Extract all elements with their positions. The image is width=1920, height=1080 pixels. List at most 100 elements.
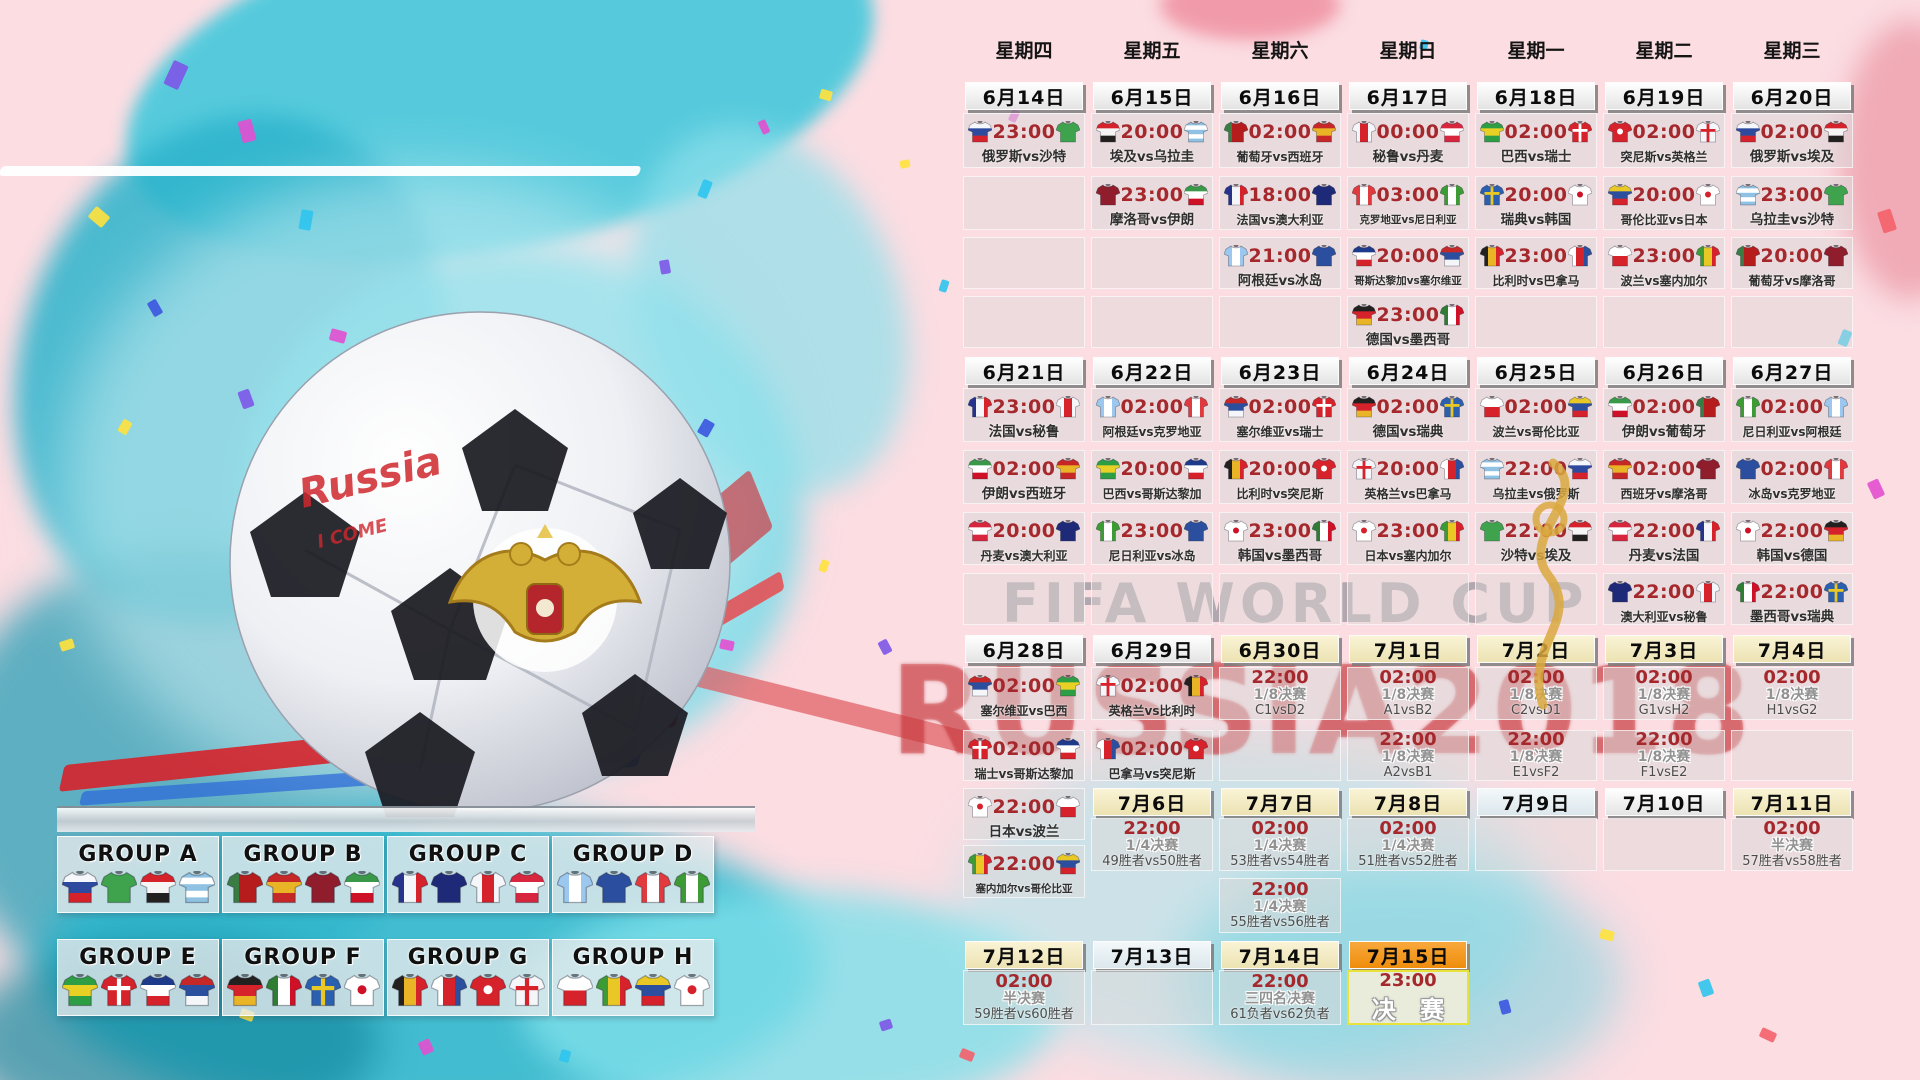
knockout-pairing: F1vsE2 [1640,765,1688,780]
match-top-row: 22:00 [964,846,1084,879]
knockout-pairing: A2vsB1 [1383,765,1433,780]
group-kits [388,867,548,912]
match-time: 22:00 [1760,520,1824,542]
group-box: GROUP B [222,836,384,913]
team-jersey-icon [1439,245,1464,267]
empty-cell [1091,296,1213,348]
match-time: 20:00 [1376,245,1440,267]
match-time: 23:00 [1120,520,1184,542]
date-header: 6月16日 [1221,82,1339,110]
match-time: 20:00 [1120,458,1184,480]
team-jersey-icon [1823,520,1848,542]
date-header: 7月8日 [1349,788,1467,816]
team-jersey-icon [1736,396,1760,418]
team-jersey-icon [1608,121,1632,143]
match-name: 墨西哥vs瑞典 [1749,609,1835,625]
match-name: 德国vs瑞典 [1372,424,1444,440]
match-top-row: 20:00 [1220,451,1340,484]
knockout-round: 1/8决赛 [1381,749,1435,765]
match-cell: 22:00 澳大利亚vs秘鲁 [1603,573,1725,625]
team-jersey-icon [595,871,632,904]
knockout-round: 1/8决赛 [1509,749,1563,765]
match-name: 冰岛vs克罗地亚 [1748,487,1836,501]
match-time: 23:00 [1376,520,1440,542]
team-jersey-icon [1608,396,1632,418]
date-header: 7月4日 [1733,635,1851,663]
team-jersey-icon [1480,245,1504,267]
team-jersey-icon [343,871,380,904]
team-jersey-icon [1183,396,1208,418]
match-name: 伊朗vs西班牙 [981,486,1067,502]
group-kits [58,970,218,1015]
team-jersey-icon [469,974,506,1007]
team-jersey-icon [1096,396,1120,418]
team-jersey-icon [1439,121,1464,143]
match-time: 23:00 [1379,969,1437,991]
empty-cell [1475,573,1597,625]
match-time: 22:00 [1251,667,1309,688]
date-header: 6月18日 [1477,82,1595,110]
date-header: 6月20日 [1733,82,1851,110]
knockout-cell: 22:00 1/8决赛 F1vsE2 [1603,730,1725,781]
match-time: 20:00 [992,520,1056,542]
match-cell: 20:00 哥伦比亚vs日本 [1603,176,1725,230]
date-header: 7月15日 [1349,941,1467,969]
match-cell: 00:00 秘鲁vs丹麦 [1347,113,1469,168]
knockout-cell: 22:00 1/4决赛 55胜者vs56胜者 [1219,878,1341,933]
team-jersey-icon [595,974,632,1007]
team-jersey-icon [1096,520,1120,542]
match-top-row: 21:00 [1220,238,1340,271]
team-jersey-icon [1055,796,1080,818]
knockout-cell: 22:00 1/8决赛 C1vsD2 [1219,667,1341,720]
team-jersey-icon [1439,184,1464,206]
match-time: 22:00 [1251,971,1309,992]
match-name: 尼日利亚vs冰岛 [1108,549,1196,563]
match-top-row: 23:00 [1732,177,1852,210]
team-jersey-icon [1567,121,1592,143]
match-top-row: 02:00 [1092,389,1212,422]
empty-cell [1219,573,1341,625]
group-box: GROUP F [222,939,384,1016]
team-jersey-icon [1480,520,1504,542]
match-time: 22:00 [1635,729,1693,750]
match-top-row: 20:00 [1348,238,1468,271]
match-name: 塞尔维亚vs巴西 [980,704,1068,718]
knockout-pairing: G1vsH2 [1638,703,1690,718]
team-jersey-icon [1736,245,1760,267]
match-cell: 02:00 巴拿马vs突尼斯 [1091,730,1213,781]
team-jersey-icon [1480,121,1504,143]
match-top-row: 23:00 [1092,177,1212,210]
team-jersey-icon [1608,245,1632,267]
match-cell: 02:00 巴西vs瑞士 [1475,113,1597,168]
team-jersey-icon [1096,184,1120,206]
match-name: 沙特vs埃及 [1500,548,1572,564]
match-name: 瑞士vs哥斯达黎加 [974,767,1074,781]
match-cell: 02:00 伊朗vs西班牙 [963,450,1085,504]
empty-cell [1603,296,1725,348]
team-jersey-icon [1736,520,1760,542]
group-box: GROUP G [387,939,549,1016]
date-header: 7月6日 [1093,788,1211,816]
match-time: 02:00 [1504,396,1568,418]
match-cell: 02:00 英格兰vs比利时 [1091,667,1213,720]
team-jersey-icon [1183,458,1208,480]
match-top-row: 02:00 [1604,389,1724,422]
team-jersey-icon [1695,458,1720,480]
team-jersey-icon [1224,396,1248,418]
match-time: 20:00 [1248,458,1312,480]
match-top-row: 22:00 [964,789,1084,822]
match-time: 02:00 [1632,458,1696,480]
match-time: 02:00 [992,675,1056,697]
team-jersey-icon [1183,738,1208,760]
group-kits [223,970,383,1015]
weekday-label: 星期二 [1635,40,1693,62]
match-name: 突尼斯vs英格兰 [1620,150,1708,164]
soccer-ball: Russia I COME [215,300,745,834]
team-jersey-icon [1736,121,1760,143]
match-name: 塞内加尔vs哥伦比亚 [975,883,1073,895]
team-jersey-icon [968,520,992,542]
match-time: 23:00 [1504,245,1568,267]
match-top-row: 03:00 [1348,177,1468,210]
group-title: GROUP A [78,842,198,867]
team-jersey-icon [556,974,593,1007]
